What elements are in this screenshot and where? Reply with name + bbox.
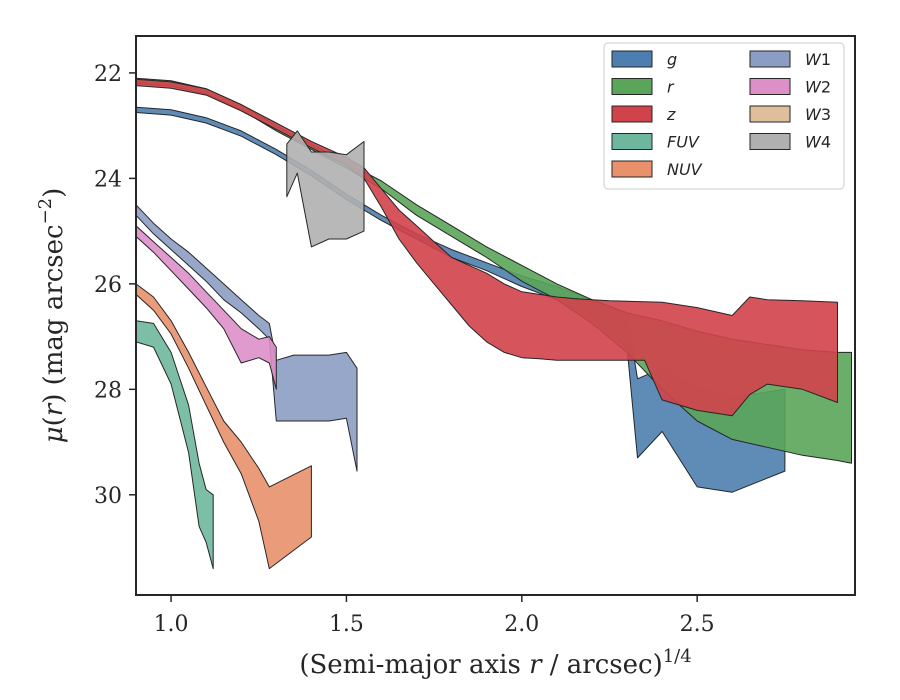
y-tick-label: 26 [94,273,122,298]
legend-label-z: z [666,105,676,124]
y-tick-label: 30 [94,484,122,509]
legend-swatch-nuv [611,160,653,178]
band-nuv [136,283,312,570]
legend-label-fuv: FUV [667,133,700,152]
legend-swatch-z [611,105,653,123]
plot-frame [135,35,856,596]
x-tick-label: 2.5 [680,612,715,637]
legend-swatch-w3 [749,105,791,123]
band-z [136,78,838,417]
legend-label-r: r [667,78,675,97]
legend-label-nuv: NUV [667,160,703,179]
legend-label-g: g [667,50,677,69]
legend-swatch-w1 [749,50,791,68]
x-tick-label: 2.0 [504,612,539,637]
axis-ticks: 1.0 1.5 2.0 2.5 22 24 26 28 30 [94,62,715,637]
y-tick-label: 22 [94,62,122,87]
legend-label-w2: W2 [805,78,831,97]
x-axis-label: (Semi-major axis r / arcsec)1/4 [299,646,691,680]
y-axis-label: μ(r) (mag arcsec−2) [35,188,69,444]
legend-swatch-w2 [749,78,791,95]
legend-label-w3: W3 [805,105,831,124]
legend-swatch-fuv [611,133,653,150]
legend-swatch-w4 [749,133,791,150]
legend-label-w4: W4 [805,133,831,152]
legend-swatch-r [611,78,653,95]
y-tick-label: 24 [94,167,122,192]
band-w1 [136,204,358,472]
band-w2 [136,225,277,390]
band-w4 [286,130,365,248]
x-tick-label: 1.0 [154,612,189,637]
legend-label-w1: W1 [805,50,831,69]
y-tick-label: 28 [94,378,122,403]
x-tick-label: 1.5 [329,612,364,637]
legend: grz FUV NUV W1 W2 W3 W4 [603,42,845,190]
legend-swatch-g [611,50,653,68]
profile-bands [136,77,852,570]
band-fuv [136,320,214,570]
